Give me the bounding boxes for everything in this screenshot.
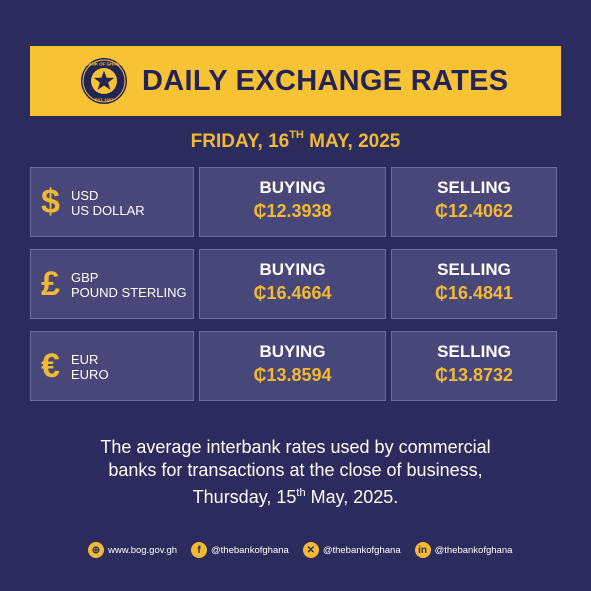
euro-symbol-icon: €: [41, 347, 60, 385]
buying-label: BUYING: [259, 260, 326, 279]
website-link[interactable]: ⊕ www.bog.gov.gh: [88, 542, 177, 558]
currency-cell-gbp: £ GBP POUND STERLING: [30, 249, 194, 319]
seal-name: BANK OF GHANA: [85, 62, 123, 67]
currency-code: GBP: [71, 270, 99, 285]
note-date-ordinal: th: [296, 487, 306, 499]
selling-rate: ₵13.8732: [434, 365, 514, 385]
x-handle: @thebankofghana: [322, 544, 401, 556]
rates-note: The average interbank rates used by comm…: [0, 436, 591, 509]
buying-cell-eur: BUYING ₵13.8594: [199, 331, 386, 401]
selling-cell-eur: SELLING ₵13.8732: [391, 331, 557, 401]
selling-label: SELLING: [437, 178, 511, 197]
x-icon: ✕: [302, 542, 319, 558]
rate-date: FRIDAY, 16TH MAY, 2025: [0, 129, 591, 153]
website-text: www.bog.gov.gh: [108, 544, 178, 556]
currency-cell-usd: $ USD US DOLLAR: [30, 167, 194, 237]
currency-name: US DOLLAR: [71, 203, 145, 218]
facebook-link[interactable]: f @thebankofghana: [191, 542, 289, 558]
title-banner: BANK OF GHANA EST. 1957 DAILY EXCHANGE R…: [30, 46, 561, 116]
note-date-rest: May, 2025.: [305, 487, 399, 507]
buying-rate: ₵13.8594: [253, 365, 332, 385]
facebook-icon: f: [191, 542, 208, 558]
page-title: DAILY EXCHANGE RATES: [142, 65, 509, 97]
seal-est: EST. 1957: [95, 97, 114, 102]
buying-label: BUYING: [259, 342, 326, 361]
linkedin-link[interactable]: in @thebankofghana: [414, 542, 513, 558]
currency-name: POUND STERLING: [71, 285, 187, 300]
selling-label: SELLING: [437, 342, 511, 361]
dollar-symbol-icon: $: [41, 183, 60, 221]
linkedin-handle: @thebankofghana: [434, 544, 513, 556]
selling-rate: ₵16.4841: [434, 283, 514, 303]
buying-cell-usd: BUYING ₵12.3938: [199, 167, 386, 237]
x-link[interactable]: ✕ @thebankofghana: [302, 542, 401, 558]
pound-symbol-icon: £: [41, 265, 60, 303]
buying-label: BUYING: [259, 178, 326, 197]
footer-links: ⊕ www.bog.gov.gh f @thebankofghana ✕ @th…: [88, 541, 526, 559]
selling-label: SELLING: [437, 260, 511, 279]
date-day: FRIDAY, 16: [190, 131, 290, 152]
note-line-2: banks for transactions at the close of b…: [108, 460, 483, 480]
facebook-handle: @thebankofghana: [211, 544, 289, 556]
date-month-year: MAY, 2025: [303, 131, 401, 152]
note-line-1: The average interbank rates used by comm…: [100, 437, 491, 457]
selling-cell-gbp: SELLING ₵16.4841: [391, 249, 557, 319]
currency-name: EURO: [71, 367, 109, 382]
selling-cell-usd: SELLING ₵12.4062: [391, 167, 557, 237]
bank-seal-logo: BANK OF GHANA EST. 1957: [81, 58, 127, 104]
note-date-day: Thursday, 15: [192, 487, 297, 507]
currency-code: USD: [71, 188, 99, 203]
date-ordinal: TH: [289, 129, 304, 141]
buying-rate: ₵12.3938: [253, 201, 332, 221]
note-line-3: Thursday, 15th May, 2025.: [0, 482, 591, 509]
buying-rate: ₵16.4664: [253, 283, 332, 303]
linkedin-icon: in: [414, 542, 431, 558]
globe-icon: ⊕: [88, 542, 104, 558]
selling-rate: ₵12.4062: [434, 201, 514, 221]
currency-code: EUR: [71, 352, 99, 367]
currency-cell-eur: € EUR EURO: [30, 331, 194, 401]
buying-cell-gbp: BUYING ₵16.4664: [199, 249, 386, 319]
